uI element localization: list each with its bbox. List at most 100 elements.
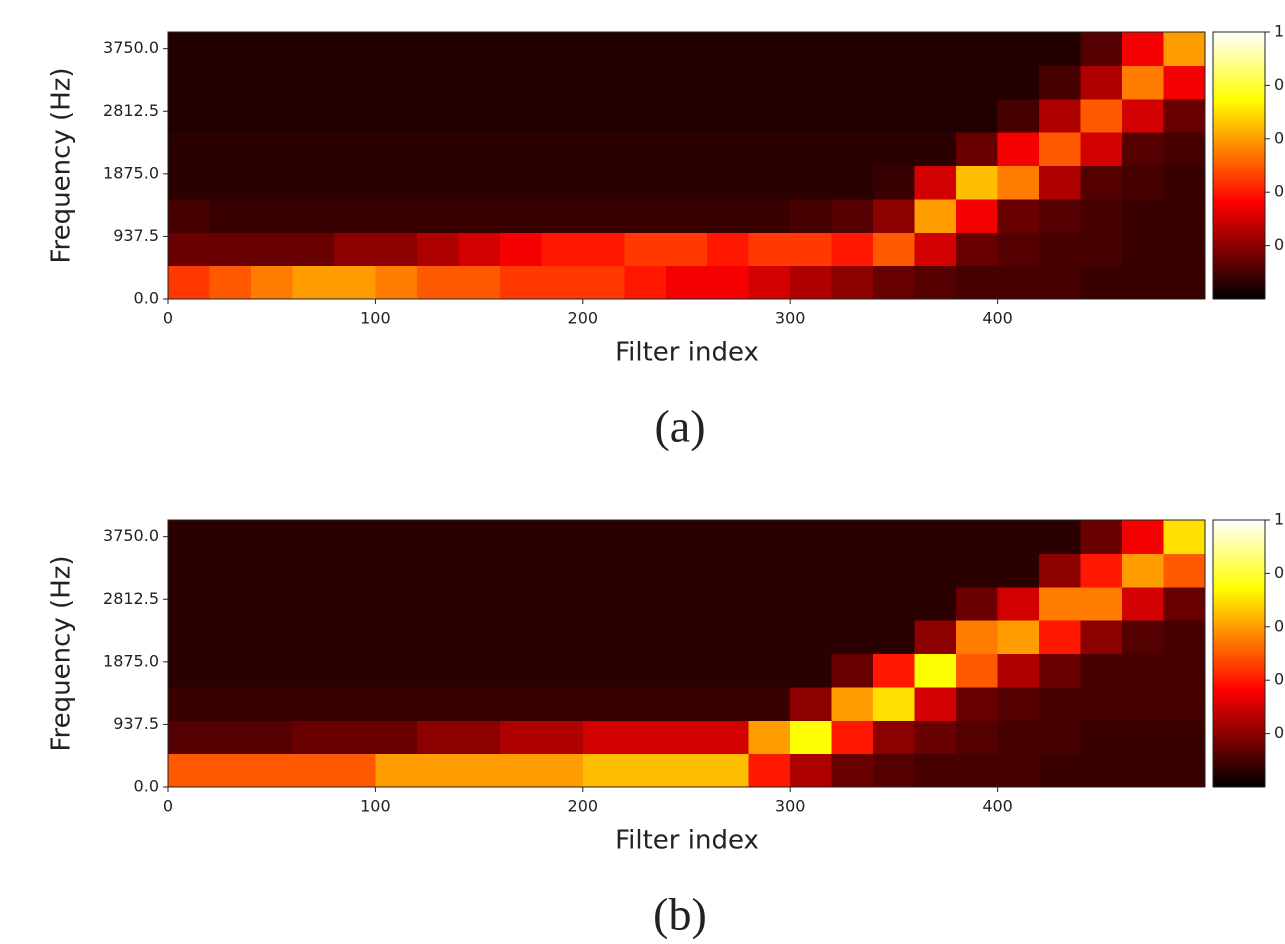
colorbar-tick-label: 0.2	[1274, 723, 1285, 742]
heatmap-cell	[375, 620, 418, 655]
heatmap-cell	[375, 132, 418, 167]
heatmap-cell	[873, 198, 916, 233]
heatmap-cell	[499, 132, 542, 167]
heatmap-cell	[997, 198, 1040, 233]
heatmap-cell	[956, 132, 999, 167]
heatmap-cell	[914, 620, 957, 655]
heatmap-cell	[168, 620, 211, 655]
heatmap-cell	[209, 586, 252, 621]
heatmap-cell	[790, 232, 833, 267]
heatmap-cell	[582, 98, 625, 133]
heatmap-cell	[1080, 520, 1123, 554]
heatmap-cell	[458, 686, 501, 721]
heatmap-cell	[375, 165, 418, 200]
heatmap-cell	[914, 653, 957, 688]
heatmap-cell	[333, 165, 376, 200]
heatmap-cell	[624, 265, 667, 300]
y-tick-label: 937.5	[113, 226, 159, 245]
heatmap-cell	[250, 65, 294, 100]
heatmap-cell	[1122, 520, 1165, 554]
heatmap-cell	[209, 686, 252, 721]
heatmap-cell	[1080, 586, 1123, 621]
heatmap-cell	[748, 165, 791, 200]
heatmap-cell	[458, 198, 501, 233]
heatmap-cell	[333, 265, 376, 300]
heatmap-cell	[831, 753, 874, 788]
heatmap-cell	[209, 265, 252, 300]
heatmap-cell	[1039, 32, 1082, 66]
x-axis-label: Filter index	[615, 826, 759, 856]
heatmap-cell	[1163, 198, 1206, 233]
heatmap-cell	[831, 65, 874, 100]
heatmap-cell	[416, 65, 459, 100]
heatmap-cell	[1080, 653, 1123, 688]
y-tick-label: 1875.0	[103, 163, 159, 182]
heatmap-cell	[458, 165, 501, 200]
heatmap-cell	[333, 720, 376, 755]
heatmap-cell	[1122, 653, 1165, 688]
heatmap-cell	[1122, 132, 1165, 167]
heatmap-cell	[375, 753, 418, 788]
heatmap-cell	[790, 98, 833, 133]
heatmap-cell	[458, 620, 501, 655]
heatmap-cell	[168, 165, 211, 200]
heatmap-cell	[997, 98, 1040, 133]
heatmap-cell	[541, 198, 584, 233]
heatmap-cell	[1163, 620, 1206, 655]
heatmap-cell	[707, 32, 750, 66]
heatmap-cell	[665, 232, 708, 267]
x-axis-label: Filter index	[615, 338, 759, 368]
heatmap-cell	[873, 232, 916, 267]
heatmap-cell	[997, 520, 1040, 554]
heatmap-cell	[956, 720, 999, 755]
heatmap-cell	[914, 720, 957, 755]
heatmap-cell	[1163, 753, 1206, 788]
heatmap-cell	[499, 165, 542, 200]
heatmap-cell	[748, 586, 791, 621]
heatmap-cell	[541, 653, 584, 688]
heatmap-cell	[873, 32, 916, 66]
heatmap-cell	[333, 520, 376, 554]
heatmap-cell	[997, 620, 1040, 655]
heatmap-cell	[250, 620, 294, 655]
heatmap-cell	[375, 232, 418, 267]
heatmap-cell	[707, 165, 750, 200]
heatmap-cell	[624, 553, 667, 588]
heatmap-cell	[997, 32, 1040, 66]
heatmap-cell	[748, 753, 791, 788]
heatmap-cell	[831, 165, 874, 200]
x-tick-label: 300	[775, 797, 806, 816]
heatmap-cell	[914, 686, 957, 721]
heatmap-cell	[790, 620, 833, 655]
x-tick-label: 400	[982, 309, 1013, 328]
heatmap-cell	[790, 65, 833, 100]
heatmap-cell	[790, 198, 833, 233]
heatmap-cell	[168, 586, 211, 621]
heatmap-cell	[250, 686, 294, 721]
heatmap-cell	[665, 753, 708, 788]
heatmap-cell	[665, 98, 708, 133]
heatmap-cell	[956, 586, 999, 621]
heatmap-cell	[997, 132, 1040, 167]
heatmap-cell	[831, 132, 874, 167]
heatmap-cell	[707, 98, 750, 133]
heatmap-cell	[914, 165, 957, 200]
heatmap-cell	[333, 653, 376, 688]
colorbar-tick-label: 0.8	[1274, 75, 1285, 94]
heatmap-cell	[541, 720, 584, 755]
heatmap-cell	[914, 98, 957, 133]
heatmap-cell	[541, 553, 584, 588]
heatmap-cell	[748, 520, 791, 554]
heatmap-cell	[541, 586, 584, 621]
heatmap-cell	[1080, 553, 1123, 588]
heatmap-cell	[956, 686, 999, 721]
heatmap-cell	[956, 653, 999, 688]
heatmap-cell	[1163, 98, 1206, 133]
heatmap-cells	[168, 520, 1206, 788]
heatmap-cell	[209, 132, 252, 167]
heatmap-cell	[997, 586, 1040, 621]
heatmap-cell	[914, 132, 957, 167]
heatmap-cell	[1080, 132, 1123, 167]
heatmap-cell	[416, 620, 459, 655]
heatmap-cell	[499, 586, 542, 621]
